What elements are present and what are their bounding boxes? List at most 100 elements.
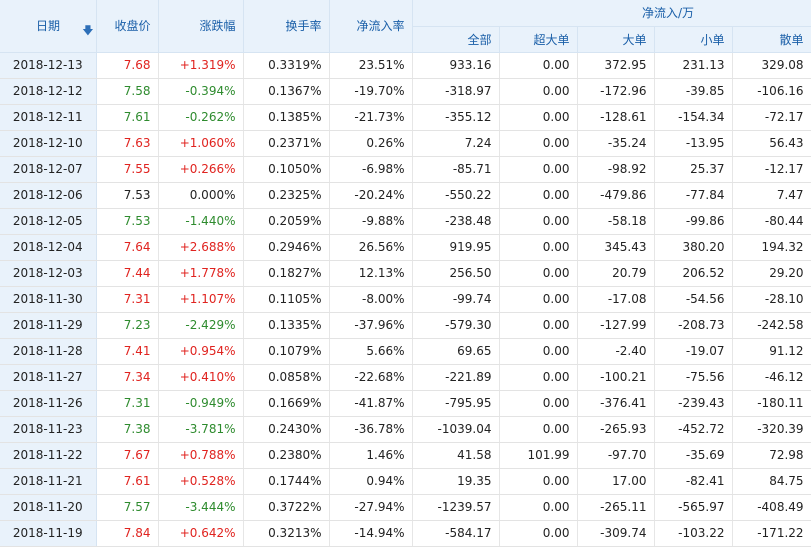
cell-net-small: -565.97 — [654, 494, 733, 521]
cell-net-xlarge: 0.00 — [499, 52, 578, 79]
table-row[interactable]: 2018-12-10 7.63 +1.060% 0.2371% 0.26% 7.24 0.0… — [0, 130, 811, 157]
cell-turnover: 0.2946% — [243, 234, 330, 261]
cell-net-large: -35.24 — [577, 130, 655, 157]
cell-date: 2018-12-10 — [0, 130, 97, 157]
cell-net-all: -238.48 — [412, 208, 500, 235]
header-close[interactable]: 收盘价 — [96, 0, 159, 53]
table-row[interactable]: 2018-12-12 7.58 -0.394% 0.1367% -19.70% -318.… — [0, 78, 811, 105]
cell-net-large: -17.08 — [577, 286, 655, 313]
cell-net-ratio: -6.98% — [329, 156, 413, 183]
cell-close: 7.63 — [96, 130, 159, 157]
cell-net-ratio: -14.94% — [329, 520, 413, 547]
cell-net-ratio: -41.87% — [329, 390, 413, 417]
cell-net-all: 933.16 — [412, 52, 500, 79]
header-retail[interactable]: 散单 — [732, 26, 811, 53]
table-row[interactable]: 2018-11-21 7.61 +0.528% 0.1744% 0.94% 19.35 0.… — [0, 468, 811, 495]
cell-close: 7.61 — [96, 104, 159, 131]
cell-net-xlarge: 0.00 — [499, 156, 578, 183]
cell-net-all: -584.17 — [412, 520, 500, 547]
cell-net-small: -452.72 — [654, 416, 733, 443]
cell-net-large: -2.40 — [577, 338, 655, 365]
cell-net-ratio: 1.46% — [329, 442, 413, 469]
table-row[interactable]: 2018-11-29 7.23 -2.429% 0.1335% -37.96% -579.… — [0, 312, 811, 339]
table-row[interactable]: 2018-11-22 7.67 +0.788% 0.2380% 1.46% 41.58 10… — [0, 442, 811, 469]
cell-net-xlarge: 0.00 — [499, 104, 578, 131]
table-row[interactable]: 2018-11-30 7.31 +1.107% 0.1105% -8.00% -99.74… — [0, 286, 811, 313]
table-row[interactable]: 2018-12-11 7.61 -0.262% 0.1385% -21.73% -355.… — [0, 104, 811, 131]
cell-net-all: -550.22 — [412, 182, 500, 209]
header-turnover[interactable]: 换手率 — [243, 0, 330, 53]
cell-net-small: -77.84 — [654, 182, 733, 209]
cell-close: 7.34 — [96, 364, 159, 391]
table-row[interactable]: 2018-12-13 7.68 +1.319% 0.3319% 23.51% 933.16… — [0, 52, 811, 79]
cell-net-large: -376.41 — [577, 390, 655, 417]
cell-net-xlarge: 0.00 — [499, 130, 578, 157]
cell-date: 2018-11-26 — [0, 390, 97, 417]
cell-net-large: -97.70 — [577, 442, 655, 469]
cell-net-ratio: -9.88% — [329, 208, 413, 235]
cell-net-retail: 91.12 — [732, 338, 811, 365]
cell-net-xlarge: 0.00 — [499, 312, 578, 339]
header-net-ratio[interactable]: 净流入率 — [329, 0, 413, 53]
cell-net-small: 206.52 — [654, 260, 733, 287]
cell-net-retail: -12.17 — [732, 156, 811, 183]
cell-net-retail: 194.32 — [732, 234, 811, 261]
table-body: 2018-12-13 7.68 +1.319% 0.3319% 23.51% 933.16… — [0, 52, 811, 547]
table-row[interactable]: 2018-12-05 7.53 -1.440% 0.2059% -9.88% -238.4… — [0, 208, 811, 235]
table-row[interactable]: 2018-11-20 7.57 -3.444% 0.3722% -27.94% -1239… — [0, 494, 811, 521]
table-row[interactable]: 2018-11-26 7.31 -0.949% 0.1669% -41.87% -795.… — [0, 390, 811, 417]
cell-date: 2018-11-21 — [0, 468, 97, 495]
cell-net-ratio: -27.94% — [329, 494, 413, 521]
cell-net-xlarge: 0.00 — [499, 182, 578, 209]
cell-net-all: -221.89 — [412, 364, 500, 391]
cell-net-xlarge: 0.00 — [499, 520, 578, 547]
table-row[interactable]: 2018-11-28 7.41 +0.954% 0.1079% 5.66% 69.65 0.… — [0, 338, 811, 365]
cell-net-ratio: -22.68% — [329, 364, 413, 391]
header-date[interactable]: 日期 🡇 — [0, 0, 97, 53]
cell-close: 7.55 — [96, 156, 159, 183]
cell-close: 7.61 — [96, 468, 159, 495]
cell-net-ratio: 26.56% — [329, 234, 413, 261]
cell-net-retail: 84.75 — [732, 468, 811, 495]
header-small[interactable]: 小单 — [654, 26, 733, 53]
cell-net-all: 69.65 — [412, 338, 500, 365]
table-row[interactable]: 2018-12-04 7.64 +2.688% 0.2946% 26.56% 919.95… — [0, 234, 811, 261]
header-xlarge[interactable]: 超大单 — [499, 26, 578, 53]
table-row[interactable]: 2018-11-27 7.34 +0.410% 0.0858% -22.68% -221.… — [0, 364, 811, 391]
cell-turnover: 0.0858% — [243, 364, 330, 391]
table-row[interactable]: 2018-12-07 7.55 +0.266% 0.1050% -6.98% -85.71… — [0, 156, 811, 183]
cell-net-large: -58.18 — [577, 208, 655, 235]
cell-net-ratio: -36.78% — [329, 416, 413, 443]
cell-net-xlarge: 101.99 — [499, 442, 578, 469]
cell-net-large: -127.99 — [577, 312, 655, 339]
cell-change: +2.688% — [158, 234, 244, 261]
cell-date: 2018-11-27 — [0, 364, 97, 391]
cell-date: 2018-12-04 — [0, 234, 97, 261]
cell-turnover: 0.3319% — [243, 52, 330, 79]
cell-net-xlarge: 0.00 — [499, 416, 578, 443]
header-change[interactable]: 涨跌幅 — [158, 0, 244, 53]
cell-net-retail: 29.20 — [732, 260, 811, 287]
table-row[interactable]: 2018-11-23 7.38 -3.781% 0.2430% -36.78% -1039… — [0, 416, 811, 443]
table-row[interactable]: 2018-12-03 7.44 +1.778% 0.1827% 12.13% 256.50… — [0, 260, 811, 287]
table-row[interactable]: 2018-11-19 7.84 +0.642% 0.3213% -14.94% -584.… — [0, 520, 811, 547]
cell-net-retail: -180.11 — [732, 390, 811, 417]
header-all[interactable]: 全部 — [412, 26, 500, 53]
cell-net-large: 372.95 — [577, 52, 655, 79]
sort-down-icon[interactable]: 🡇 — [82, 24, 94, 37]
cell-net-small: 25.37 — [654, 156, 733, 183]
cell-net-ratio: 23.51% — [329, 52, 413, 79]
cell-net-retail: -28.10 — [732, 286, 811, 313]
cell-close: 7.53 — [96, 182, 159, 209]
cell-change: +0.528% — [158, 468, 244, 495]
cell-net-retail: -72.17 — [732, 104, 811, 131]
cell-net-xlarge: 0.00 — [499, 286, 578, 313]
header-large[interactable]: 大单 — [577, 26, 655, 53]
table-row[interactable]: 2018-12-06 7.53 0.000% 0.2325% -20.24% -550.2… — [0, 182, 811, 209]
cell-net-xlarge: 0.00 — [499, 78, 578, 105]
cell-date: 2018-11-20 — [0, 494, 97, 521]
cell-change: +0.266% — [158, 156, 244, 183]
cell-date: 2018-12-07 — [0, 156, 97, 183]
cell-net-large: -265.93 — [577, 416, 655, 443]
header-net-flow-group: 净流入/万 — [412, 0, 811, 27]
